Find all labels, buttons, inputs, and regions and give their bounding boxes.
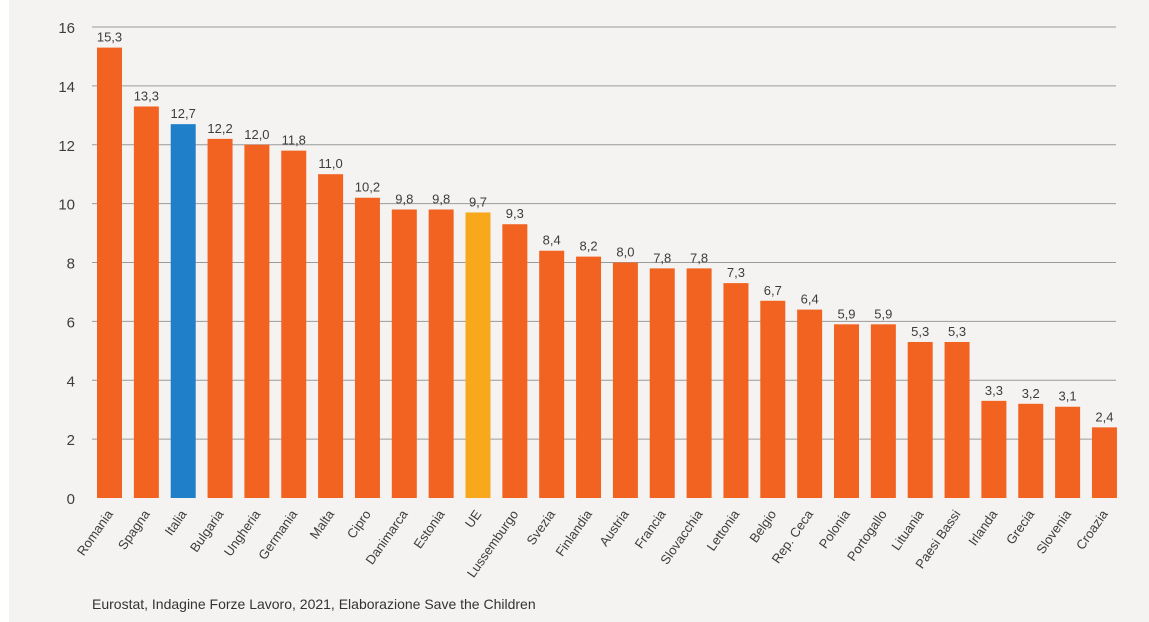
data-label: 9,3 (506, 206, 524, 221)
bar-lituania (907, 341, 933, 498)
bar-germania (281, 150, 307, 498)
bar-francia (649, 268, 675, 498)
x-tick-label: Lettonia (704, 506, 743, 553)
bar-romania (97, 47, 122, 498)
x-tick-label: Italia (162, 506, 190, 538)
data-label: 9,8 (395, 192, 413, 207)
data-label: 12,2 (207, 121, 232, 136)
x-tick-label: Romania (74, 506, 117, 558)
bar-finlandia (576, 256, 602, 498)
data-label: 3,1 (1059, 389, 1077, 404)
x-tick-label: Svezia (523, 506, 558, 547)
data-label: 13,3 (134, 88, 159, 103)
y-tick-label: 0 (67, 491, 75, 508)
data-label: 5,3 (911, 324, 929, 339)
data-label: 5,9 (874, 306, 892, 321)
x-tick-label: Estonia (410, 506, 448, 551)
data-label: 10,2 (355, 180, 380, 195)
y-tick-label: 12 (58, 138, 75, 155)
x-tick-label: Cipro (344, 507, 374, 541)
bar-slovacchia (686, 268, 712, 498)
x-tick-label: UE (462, 507, 485, 531)
data-label: 6,7 (764, 283, 782, 298)
y-tick-label: 2 (67, 432, 75, 449)
bar-lussemburgo (502, 224, 528, 498)
y-axis: 0 2 4 6 8 10 12 14 16 (58, 20, 75, 508)
x-tick-label: Polonia (816, 506, 854, 551)
x-tick-label: Grecia (1003, 506, 1038, 547)
bar-svezia (539, 250, 565, 498)
bar-cipro (354, 197, 380, 499)
x-tick-label: Spagna (115, 506, 153, 552)
data-label: 8,2 (580, 239, 598, 254)
data-label: 3,2 (1022, 386, 1040, 401)
y-tick-label: 6 (67, 314, 75, 331)
x-tick-label: Finlandia (552, 506, 595, 558)
x-tick-label: Austria (596, 506, 632, 548)
data-label: 12,0 (244, 127, 269, 142)
data-label: 8,4 (543, 233, 561, 248)
bar-rep-ceca (797, 309, 823, 498)
bar-grecia (1018, 403, 1044, 498)
data-label: 8,0 (616, 245, 634, 260)
bar-ue (465, 212, 491, 499)
data-label: 6,4 (801, 292, 819, 307)
bar-spagna (133, 106, 159, 498)
data-label: 5,9 (837, 306, 855, 321)
data-label: 7,8 (690, 250, 708, 265)
bar-lettonia (723, 283, 749, 498)
y-tick-label: 4 (67, 373, 75, 390)
x-tick-label: Francia (632, 506, 670, 551)
data-label: 5,3 (948, 324, 966, 339)
x-tick-label: Malta (307, 506, 338, 541)
value-labels: 15,3 13,3 12,7 12,2 12,0 11,8 11,0 10,2 9,8 9,8 9,… (97, 30, 1114, 425)
bar-croazia (1091, 427, 1117, 498)
x-tick-label: Croazia (1073, 506, 1111, 552)
data-label: 11,8 (282, 133, 306, 148)
data-label: 9,8 (432, 192, 450, 207)
y-tick-label: 8 (67, 256, 75, 273)
bar-danimarca (391, 209, 417, 498)
data-label: 12,7 (171, 106, 196, 121)
bar-italia (170, 124, 196, 499)
bars (97, 47, 1117, 499)
y-tick-label: 16 (58, 20, 75, 37)
bar-malta (318, 174, 344, 498)
bar-belgio (760, 300, 786, 498)
y-tick-label: 10 (58, 197, 75, 214)
bar-paesi-bassi (944, 341, 970, 498)
bar-polonia (834, 324, 859, 498)
bar-austria (612, 262, 638, 498)
x-tick-label: Slovenia (1033, 506, 1074, 556)
data-label: 3,3 (985, 383, 1003, 398)
x-tick-label: Bulgaria (187, 506, 227, 554)
data-label: 2,4 (1095, 409, 1113, 424)
source-note: Eurostat, Indagine Forze Lavoro, 2021, E… (92, 596, 536, 612)
data-label: 15,3 (97, 30, 122, 45)
x-tick-label: Lituania (888, 506, 927, 553)
bar-slovenia (1055, 406, 1081, 498)
data-label: 7,3 (727, 265, 745, 280)
data-label: 11,0 (318, 156, 342, 171)
bar-estonia (428, 209, 454, 498)
bar-irlanda (981, 400, 1007, 498)
bar-portogallo (870, 324, 896, 498)
data-label: 9,7 (469, 194, 487, 209)
x-tick-label: Belgio (746, 507, 779, 545)
y-tick-label: 14 (58, 79, 75, 96)
bar-ungheria (244, 144, 270, 498)
data-label: 7,8 (653, 250, 671, 265)
bar-bulgaria (207, 138, 233, 499)
x-tick-label: Irlanda (965, 506, 1001, 548)
